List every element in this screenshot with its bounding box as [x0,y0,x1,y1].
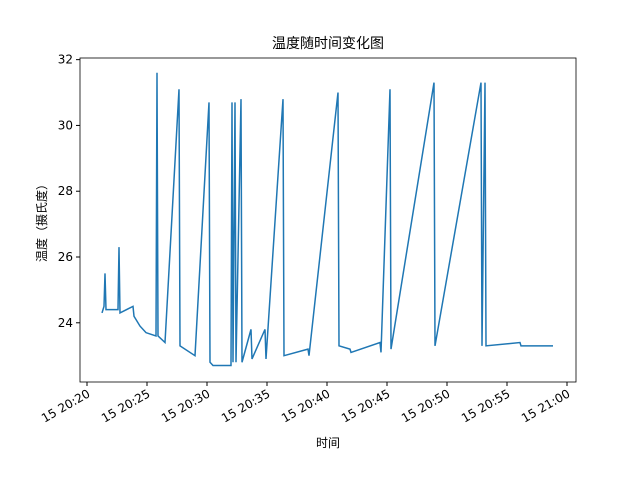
x-tick-label: 15 21:00 [519,386,572,425]
y-tick-label: 24 [58,316,73,330]
x-tick-label: 15 20:20 [39,386,92,425]
x-tick-label: 15 20:25 [99,386,152,425]
y-tick-label: 28 [58,184,73,198]
plot-frame [79,57,577,383]
x-tick-label: 15 20:55 [459,386,512,425]
x-tick-label: 15 20:30 [159,386,212,425]
y-tick-label: 30 [58,118,73,132]
y-axis-label: 温度（摄氏度） [34,178,49,262]
x-tick-label: 15 20:40 [279,386,332,425]
x-tick-label: 15 20:45 [339,386,392,425]
chart-title: 温度随时间变化图 [272,36,384,52]
data-line [101,72,553,367]
x-tick-label: 15 20:35 [219,386,272,425]
x-axis-label: 时间 [316,436,340,450]
y-tick-label: 26 [58,250,73,264]
x-tick-label: 15 20:50 [399,386,452,425]
y-tick-label: 32 [58,53,73,67]
